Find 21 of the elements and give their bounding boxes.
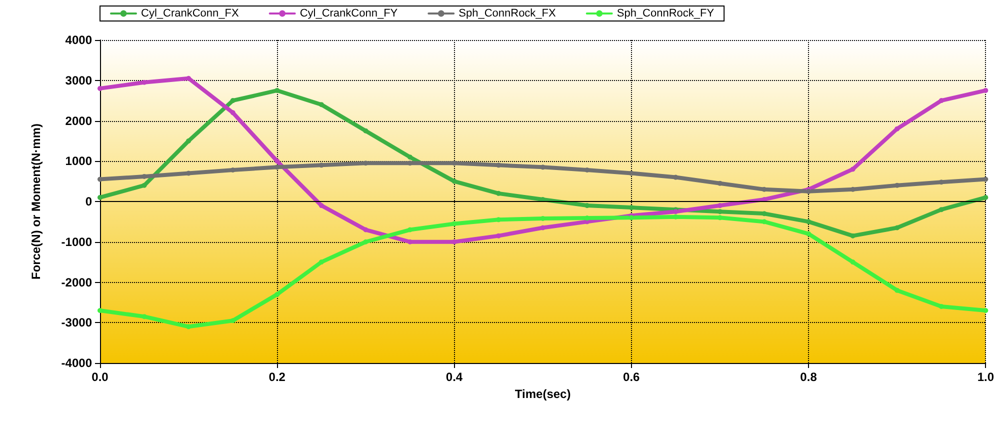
y-tick-label: -3000 <box>61 316 92 330</box>
legend-label: Sph_ConnRock_FX <box>458 8 557 20</box>
y-tick-label: 3000 <box>65 73 92 88</box>
x-tick-label: 0.0 <box>92 370 109 384</box>
y-tick-label: 4000 <box>65 33 92 47</box>
y-tick-label: -4000 <box>61 356 92 370</box>
y-axis-title: Force(N) or Moment(N·mm) <box>29 124 43 280</box>
y-tick-label: -2000 <box>61 275 92 290</box>
legend-label: Cyl_CrankConn_FY <box>300 8 398 20</box>
legend-label: Cyl_CrankConn_FX <box>141 8 240 20</box>
y-tick-label: 1000 <box>65 154 92 168</box>
legend-label: Sph_ConnRock_FY <box>616 8 715 20</box>
x-tick-label: 0.8 <box>800 370 818 384</box>
y-tick-label: -1000 <box>61 234 92 249</box>
x-tick-label: 0.4 <box>446 370 463 384</box>
x-tick-label: 1.0 <box>977 370 994 384</box>
y-tick-label: 0 <box>85 194 92 208</box>
x-axis-title: Time(sec) <box>514 386 571 401</box>
x-tick-label: 0.6 <box>623 370 640 384</box>
x-tick-label: 0.2 <box>268 370 286 384</box>
y-tick-label: 2000 <box>65 114 92 128</box>
